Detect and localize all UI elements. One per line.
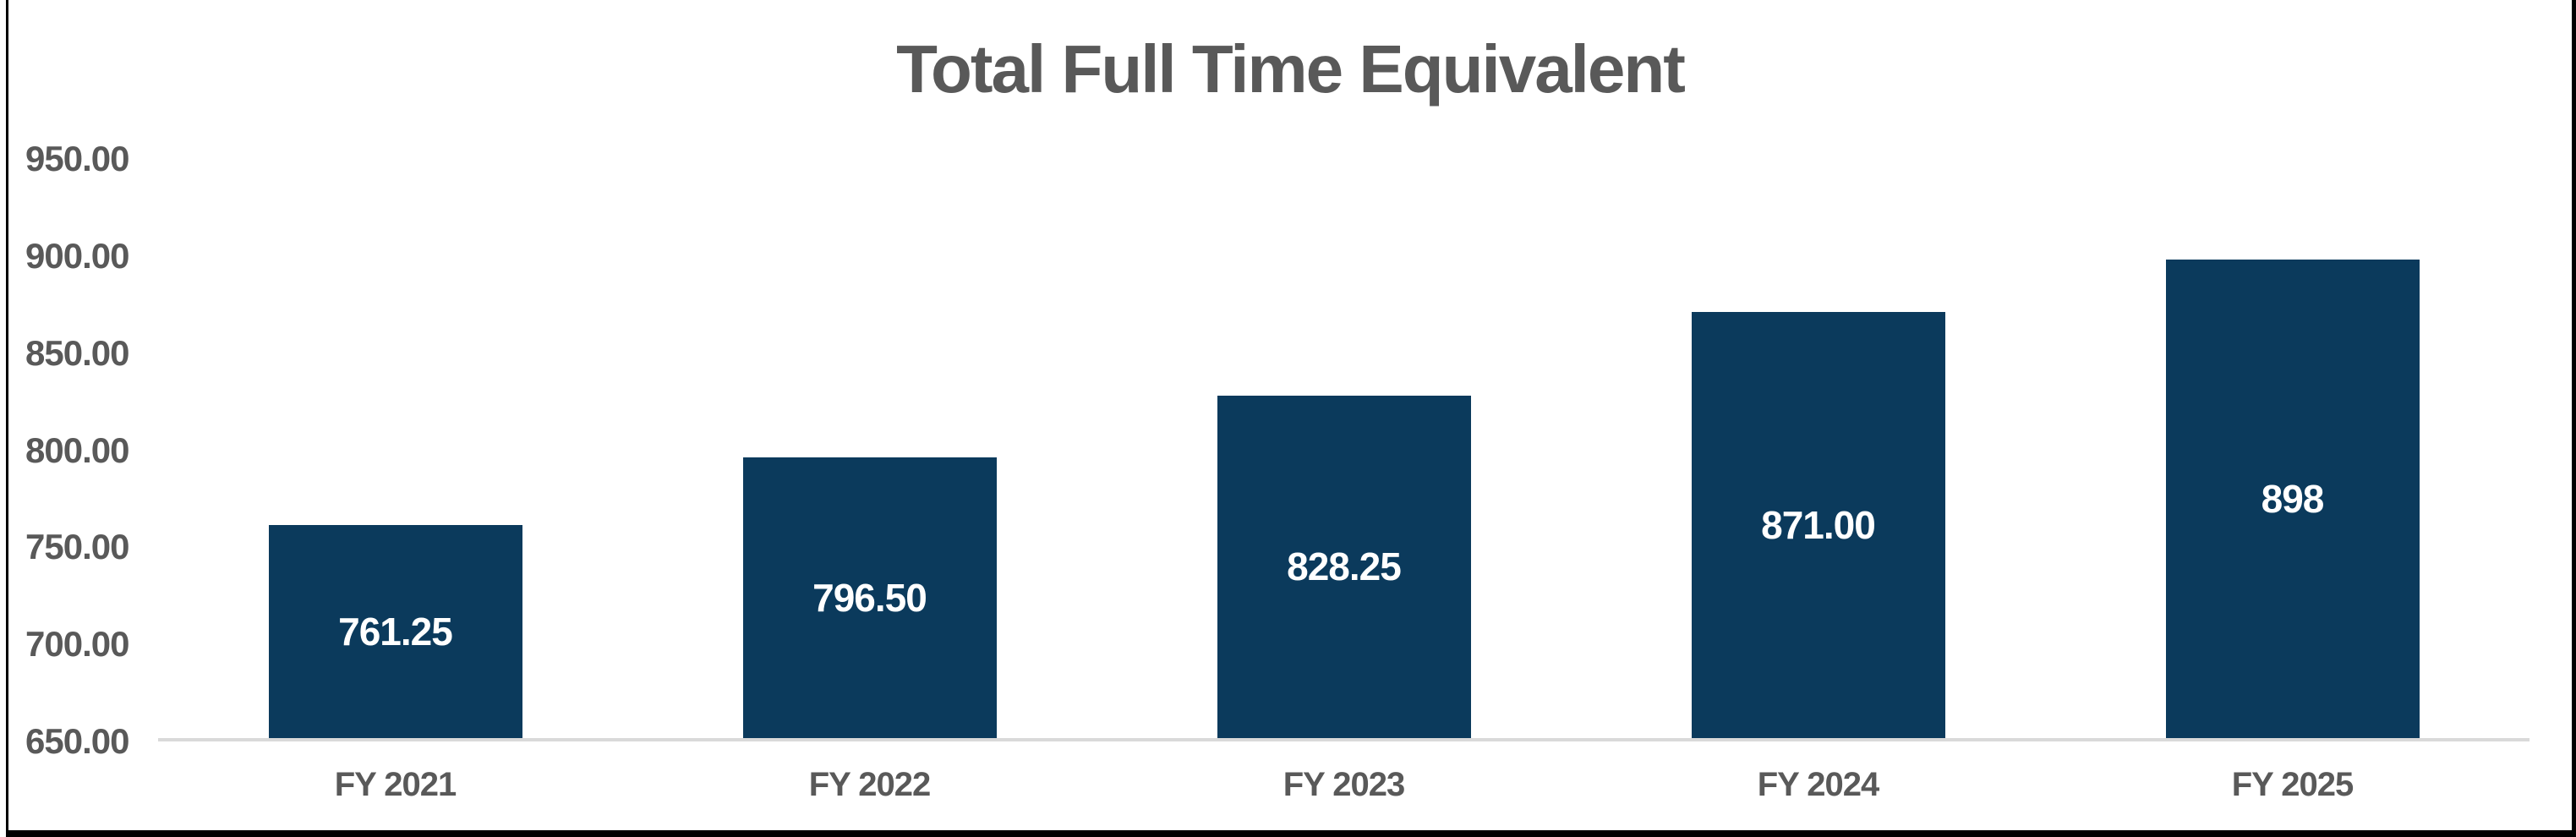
y-axis-tick-label: 700.00 xyxy=(25,624,129,665)
y-axis-tick-label: 900.00 xyxy=(25,235,129,276)
bar-value-label: 828.25 xyxy=(1287,544,1402,589)
y-axis-tick-label: 850.00 xyxy=(25,332,129,373)
x-axis-category-label: FY 2024 xyxy=(1757,766,1879,803)
x-axis-category-label: FY 2022 xyxy=(808,766,931,803)
bar-fy-2022: 796.50 xyxy=(742,457,997,738)
bar-fy-2023: 828.25 xyxy=(1217,395,1471,738)
chart-frame: Total Full Time Equivalent 950.00 900.00 8… xyxy=(6,0,2576,837)
x-axis-category-label: FY 2021 xyxy=(334,766,457,803)
y-axis-tick-label: 800.00 xyxy=(25,429,129,470)
bar-value-label: 761.25 xyxy=(338,610,453,654)
bar-value-label: 898 xyxy=(2261,477,2325,522)
bar-value-label: 796.50 xyxy=(812,575,927,620)
x-axis-category-label: FY 2023 xyxy=(1283,766,1405,803)
y-axis-tick-label: 950.00 xyxy=(25,139,129,178)
bar-fy-2021: 761.25 xyxy=(268,525,522,738)
bar-fy-2025: 898 xyxy=(2165,260,2420,738)
y-axis-tick-label: 650.00 xyxy=(25,721,129,761)
bar-value-label: 871.00 xyxy=(1761,503,1876,548)
bar-fy-2024: 871.00 xyxy=(1691,312,1945,738)
x-axis-category-label: FY 2025 xyxy=(2231,766,2354,803)
y-axis-tick-label: 750.00 xyxy=(25,527,129,567)
x-axis-line xyxy=(158,738,2530,741)
chart-title: Total Full Time Equivalent xyxy=(896,31,1686,107)
